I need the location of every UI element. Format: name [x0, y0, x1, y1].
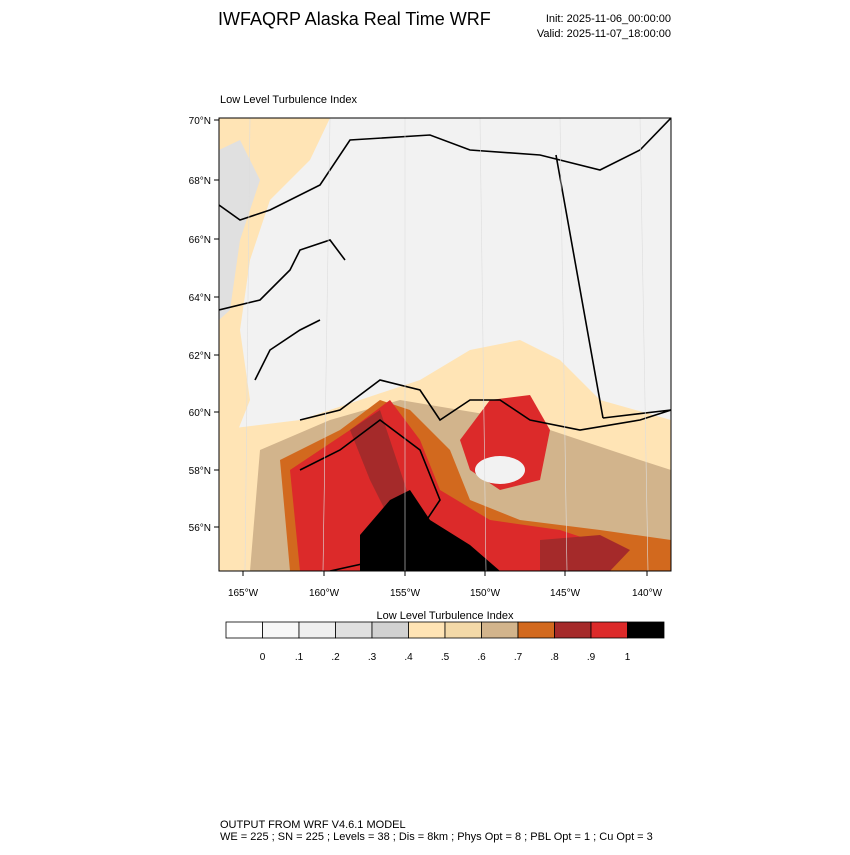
lon-label: 140°W — [632, 588, 663, 599]
lat-label: 66°N — [189, 235, 211, 246]
valid-time: Valid: 2025-11-07_18:00:00 — [537, 28, 671, 40]
graticule — [244, 118, 649, 571]
lon-label: 160°W — [309, 588, 340, 599]
colorbar-box — [371, 621, 409, 639]
lat-label: 64°N — [189, 293, 211, 304]
field-region — [475, 456, 525, 484]
colorbar-label: .7 — [514, 652, 523, 663]
colorbar-box — [444, 621, 482, 639]
colorbar-box — [262, 621, 300, 639]
colorbar-box — [627, 621, 665, 639]
colorbar-label: .3 — [368, 652, 377, 663]
colorbar-box — [335, 621, 373, 639]
lat-label: 68°N — [189, 176, 211, 187]
colorbar-box — [481, 621, 519, 639]
colorbar-box — [554, 621, 592, 639]
colorbar-label: .4 — [404, 652, 413, 663]
title: IWFAQRP Alaska Real Time WRF — [218, 9, 491, 29]
colorbar-label: 0 — [260, 652, 266, 663]
lon-label: 150°W — [470, 588, 501, 599]
lat-label: 60°N — [189, 408, 211, 419]
colorbar-box — [298, 621, 336, 639]
field-region — [219, 140, 260, 320]
map-title: Low Level Turbulence Index — [220, 94, 357, 106]
colorbar-label: .9 — [587, 652, 596, 663]
lon-label: 145°W — [550, 588, 581, 599]
field-region — [540, 535, 630, 571]
colorbar-label: 1 — [625, 652, 631, 663]
lat-label: 62°N — [189, 351, 211, 362]
colorbar-label: .1 — [295, 652, 304, 663]
colorbar-label: .2 — [331, 652, 340, 663]
map — [219, 118, 671, 571]
lat-label: 70°N — [189, 116, 211, 127]
colorbar-label: .5 — [441, 652, 450, 663]
lat-label: 58°N — [189, 466, 211, 477]
colorbar-box — [517, 621, 555, 639]
init-time: Init: 2025-11-06_00:00:00 — [546, 13, 671, 25]
field-region — [360, 490, 500, 571]
lon-label: 155°W — [390, 588, 421, 599]
colorbar-box — [225, 621, 263, 639]
field-region — [350, 410, 410, 520]
map-frame — [218, 117, 672, 572]
colorbar-label: .6 — [477, 652, 486, 663]
colorbar-box — [590, 621, 628, 639]
colorbar-label: .8 — [550, 652, 559, 663]
footer-line: OUTPUT FROM WRF V4.6.1 MODEL — [220, 819, 406, 831]
colorbar-box — [408, 621, 446, 639]
coastline — [219, 118, 671, 571]
lat-label: 56°N — [189, 523, 211, 534]
footer-line: WE = 225 ; SN = 225 ; Levels = 38 ; Dis … — [220, 831, 653, 843]
lon-label: 165°W — [228, 588, 259, 599]
colorbar-title: Low Level Turbulence Index — [377, 610, 514, 622]
